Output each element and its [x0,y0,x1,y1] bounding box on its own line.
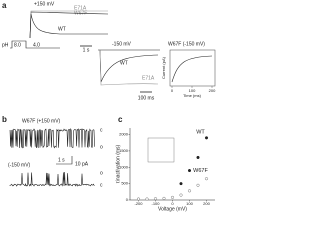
inset-title: W67F (-150 mV) [168,41,205,47]
y-tick-label: 2000 [119,132,129,137]
trace [29,10,108,39]
x-tick-label: -100 [151,201,160,206]
y-axis-label: τinactivation (ms) [115,144,121,183]
y-tick-label: 1000 [119,164,129,169]
panel-label: b [2,115,7,124]
panel-title: W67F (+150 mV) [22,118,61,124]
x-tick-label: 200 [209,88,216,93]
state-label: c [100,127,103,133]
x-tick-label: -200 [134,201,143,206]
y-tick-label: 1500 [119,148,129,153]
axis-label: Time (ms) [183,93,202,98]
figure: a +150 mV E71A W67F WT pH 8.0 4.0 1 s -1… [2,1,216,212]
scale-label: 10 pA [75,161,89,167]
point [187,189,192,193]
ph-value: 4.0 [33,42,40,48]
voltage-label: -150 mV [112,41,132,47]
point [196,155,200,160]
scale-bar [56,156,73,165]
x-tick-label: 0 [171,201,174,206]
state-label: o [100,144,103,150]
point [162,196,166,200]
scale-label: 1 s [83,47,90,53]
point [187,168,192,173]
point [179,193,183,197]
x-axis-label: Voltage (mV) [158,206,187,212]
panel-label: c [118,115,123,124]
point [204,136,209,140]
trace-label: E71A [142,75,155,81]
state-label: c [100,182,103,188]
scale-label: 100 ms [138,95,155,101]
point [145,197,149,201]
state-label: o [100,170,103,176]
series-label: WT [196,129,205,135]
panel-subtitle: (-150 mV) [8,162,31,168]
point [196,183,200,187]
point [153,197,158,201]
point [179,182,183,186]
voltage-label: +150 mV [34,1,55,7]
ph-label: pH [2,42,9,48]
inset-frame [169,49,216,87]
trace [9,171,95,187]
trace [9,127,95,149]
x-tick-label: 100 [189,88,196,93]
axes [129,128,215,201]
x-tick-label: 100 [186,201,193,206]
trace [171,55,213,83]
x-tick-label: 200 [203,201,210,206]
inset-frame [147,137,175,163]
y-tick-label: 0 [126,197,129,202]
trace-label: E71A [74,5,87,11]
axis-label: Current (pA) [161,56,166,79]
x-tick-label: 0 [171,88,174,93]
ph-step [10,40,60,49]
scale-label: 1 s [58,157,65,163]
trace [99,49,159,86]
trace-label: WT [120,60,128,66]
point [136,197,141,201]
trace [29,13,108,39]
series-label: W67F [193,168,208,174]
point [170,195,175,199]
point [204,177,209,181]
y-tick-label: 500 [121,181,128,186]
ph-value: 8.0 [14,42,21,48]
panel-label: a [2,1,7,10]
trace-label: WT [58,26,66,32]
